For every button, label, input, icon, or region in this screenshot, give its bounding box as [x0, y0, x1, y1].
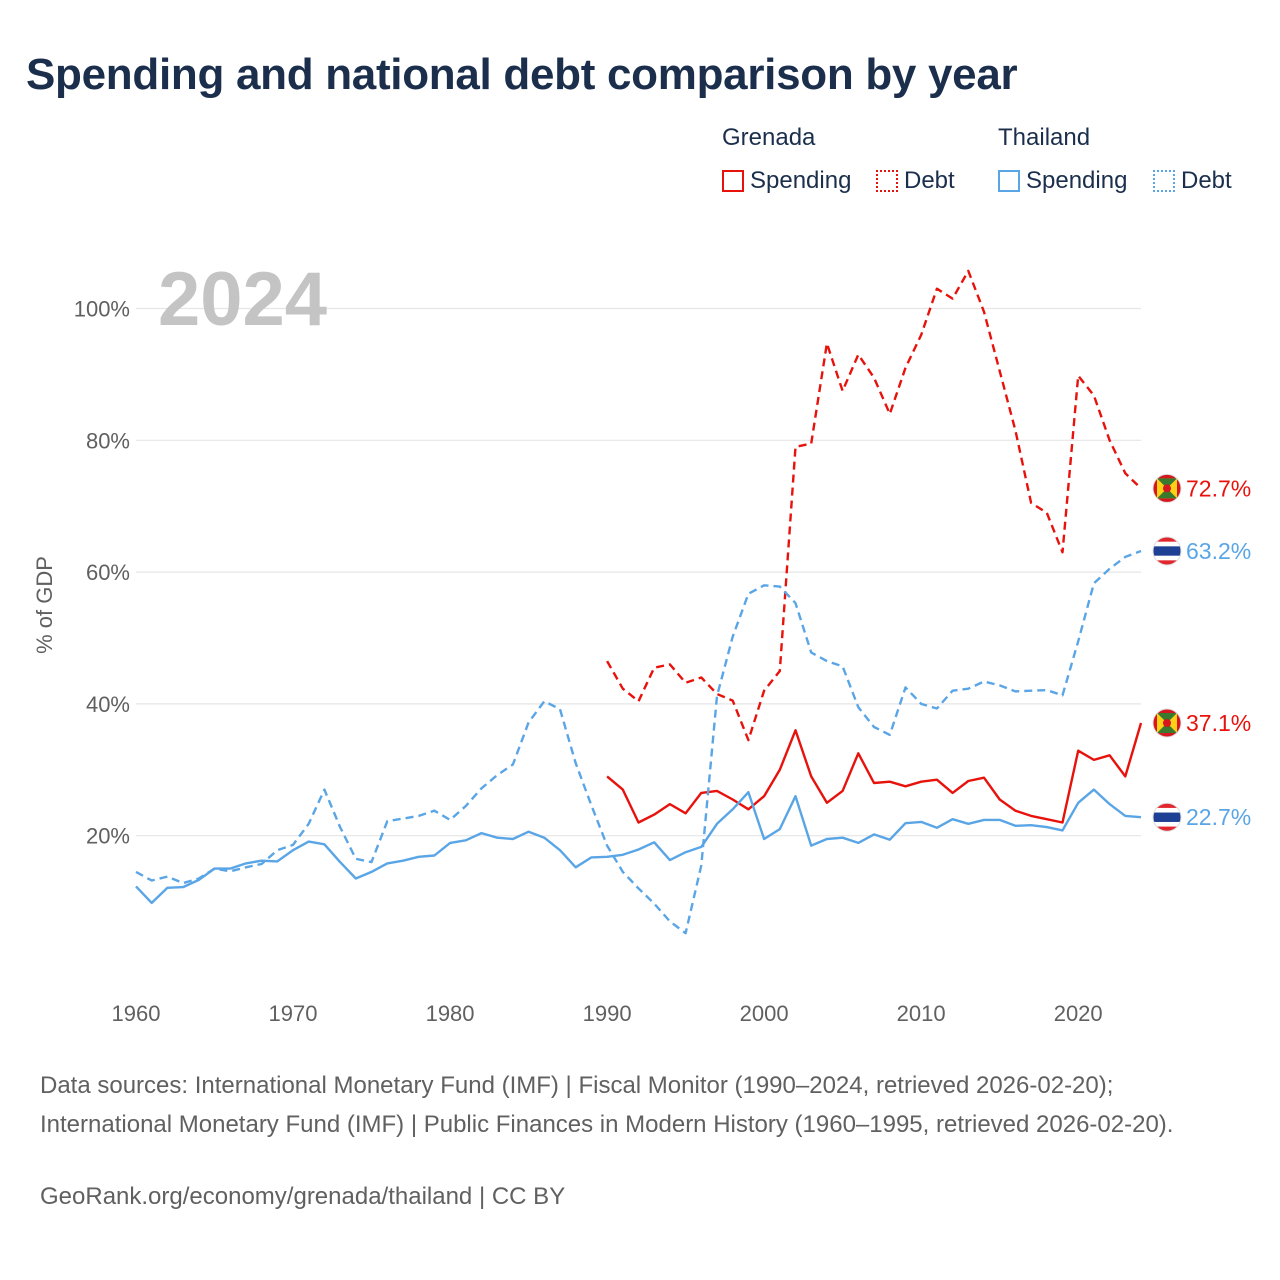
gridlines — [136, 307, 1141, 837]
flag-outline — [1152, 802, 1182, 832]
y-tick-label: 40% — [86, 692, 130, 717]
series-line-grenada-debt — [606, 269, 1142, 742]
y-tick-label: 80% — [86, 428, 130, 453]
end-marker-grenada-spending: 37.1% — [1152, 708, 1251, 738]
end-value-label: 72.7% — [1186, 475, 1251, 501]
series-lines — [135, 269, 1143, 935]
flag-bar-highlight — [1155, 546, 1179, 556]
end-value-label: 63.2% — [1186, 538, 1251, 564]
legend-label: Spending — [1026, 167, 1128, 194]
grenada-flag-icon — [1153, 474, 1181, 503]
flag-triangle-top — [1157, 713, 1177, 724]
end-value-label: 22.7% — [1186, 804, 1251, 830]
flag-outline — [1152, 708, 1182, 738]
legend-swatch-dotted-blue — [1153, 170, 1175, 192]
y-axis-ticks: 20% 40% 60% 80% 100% — [74, 297, 130, 849]
end-value-label: 37.1% — [1186, 710, 1251, 736]
flag-band — [1153, 821, 1181, 827]
legend-label: Debt — [904, 167, 955, 194]
end-marker-grenada-debt: 72.7% — [1152, 473, 1251, 503]
chart-title: Spending and national debt comparison by… — [26, 50, 1018, 99]
x-tick-label: 2020 — [1054, 1001, 1103, 1026]
flag-band — [1153, 555, 1181, 561]
series-line-thailand-debt — [135, 549, 1142, 935]
credit-link[interactable]: GeoRank.org/economy/grenada/thailand | C… — [40, 1183, 566, 1210]
end-markers: 37.1% 72.7% 22.7% 63.2% — [1152, 473, 1251, 832]
x-axis-ticks: 1960 1970 1980 1990 2000 2010 2020 — [112, 1001, 1103, 1026]
data-sources: Data sources: International Monetary Fun… — [40, 1072, 1174, 1138]
series-line-thailand-spending — [135, 788, 1142, 905]
legend-label: Debt — [1181, 167, 1232, 194]
grenada-flag-icon — [1153, 709, 1181, 738]
end-marker-thailand-debt: 63.2% — [1152, 536, 1251, 566]
flag-outline — [1152, 473, 1182, 503]
legend-grenada-title: Grenada — [722, 124, 816, 151]
legend-grenada-debt[interactable]: Debt — [876, 166, 955, 196]
x-tick-label: 2000 — [740, 1001, 789, 1026]
legend-grenada-spending[interactable]: Spending — [722, 166, 851, 196]
legend-thailand-debt[interactable]: Debt — [1153, 166, 1232, 196]
flag-triangle-bottom — [1157, 488, 1177, 499]
flag-center-disc — [1163, 719, 1171, 728]
flag-bar-highlight — [1155, 812, 1179, 822]
y-tick-label: 60% — [86, 560, 130, 585]
legend-label: Spending — [750, 167, 852, 194]
x-tick-label: 1960 — [112, 1001, 161, 1026]
year-watermark: 2024 — [158, 257, 327, 342]
legend-swatch-solid-red — [722, 170, 744, 192]
end-marker-thailand-spending: 22.7% — [1152, 802, 1251, 832]
series-line-grenada-spending — [606, 722, 1143, 824]
x-tick-label: 1980 — [426, 1001, 475, 1026]
flag-band — [1153, 826, 1181, 832]
y-tick-label: 100% — [74, 297, 130, 322]
flag-band — [1153, 560, 1181, 566]
x-tick-label: 1990 — [583, 1001, 632, 1026]
flag-center-disc — [1163, 484, 1171, 493]
x-tick-label: 1970 — [269, 1001, 318, 1026]
legend-thailand-title: Thailand — [998, 124, 1091, 151]
flag-triangle-top — [1157, 478, 1177, 489]
flag-triangle-bottom — [1157, 723, 1177, 734]
flag-band — [1153, 807, 1181, 813]
flag-band — [1153, 537, 1181, 542]
flag-outline — [1152, 536, 1182, 566]
legend-swatch-solid-blue — [998, 170, 1020, 192]
y-tick-label: 20% — [86, 824, 130, 849]
flag-band — [1153, 541, 1181, 547]
line-chart: 2024 % of GDP 20%40%60%80%100% 1960 1970 1… — [32, 257, 1251, 1026]
flag-band — [1153, 803, 1181, 809]
y-axis-label: % of GDP — [32, 556, 57, 654]
legend-swatch-dotted-red — [876, 170, 898, 192]
x-tick-label: 2010 — [897, 1001, 946, 1026]
legend-thailand-spending[interactable]: Spending — [998, 166, 1127, 196]
